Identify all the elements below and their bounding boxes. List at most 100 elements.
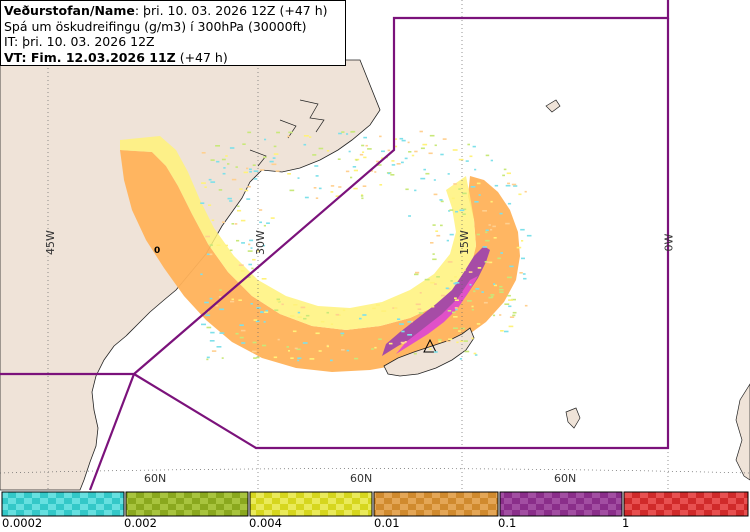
speckle [455,210,459,213]
speckle [342,309,346,312]
info-line-2: Spá um öskudreifingu (g/m3) í 300hPa (30… [4,18,307,34]
speckle [497,257,501,260]
speckle [371,348,374,350]
speckle [315,175,319,177]
speckle [490,200,493,203]
speckle [309,358,315,360]
speckle [253,319,258,321]
speckle [209,253,213,256]
speckle [512,311,517,314]
speckle [206,253,212,256]
speckle [303,317,307,320]
speckle [512,314,516,317]
speckle [273,356,278,359]
speckle [433,179,436,181]
speckle [305,314,310,317]
speckle [259,221,262,224]
speckle [244,189,249,192]
speckle [474,354,478,356]
speckle [464,350,470,353]
speckle [415,303,421,306]
fir-boundaries [0,0,670,491]
speckle [446,340,451,343]
speckle [335,313,340,316]
speckle [350,176,353,179]
speckle [361,197,364,200]
speckle [234,223,238,225]
speckle [288,131,293,134]
speckle [507,276,512,279]
speckle [378,338,382,340]
speckle [277,338,280,341]
speckle [481,291,484,293]
speckle [447,310,452,312]
island-faroe [565,407,581,429]
speckle [458,188,461,190]
speckle [508,305,512,308]
speckle [459,209,465,212]
speckle [430,305,435,308]
speckle [338,132,342,135]
speckle [273,145,277,148]
speckle [432,253,435,255]
speckle [449,209,454,211]
speckle [229,147,235,149]
speckle [256,307,261,309]
speckle [420,147,425,150]
grid-label-30w: 30W [253,230,267,255]
speckle [455,308,458,311]
speckle [506,172,511,175]
speckle [509,265,514,268]
speckle [462,192,467,195]
speckle [247,276,251,278]
legend-bin-2 [249,491,373,517]
speckle [257,294,259,297]
speckle [221,158,226,161]
grid-label-60n-c: 60N [554,472,577,485]
speckle [448,210,451,212]
speckle [434,283,437,285]
speckle [341,334,344,337]
speckle [246,198,251,200]
speckle [300,306,306,309]
speckle [345,170,350,173]
speckle [478,194,481,196]
speckle [318,147,324,150]
speckle [522,273,526,275]
speckle [508,325,514,328]
speckle [485,239,490,242]
speckle [488,261,493,264]
speckle [248,243,251,246]
legend-bin-1 [125,491,249,517]
speckle [227,163,230,165]
speckle [201,323,206,326]
speckle [447,261,453,263]
speckle [252,350,257,353]
speckle [256,250,259,252]
speckle [499,314,502,316]
speckle [440,200,444,203]
speckle [250,247,253,249]
speckle [208,178,212,181]
speckle [335,195,340,197]
speckle [520,228,525,231]
speckle [436,276,440,278]
speckle [296,348,301,351]
speckle [471,337,474,340]
speckle [446,239,449,242]
speckle [472,145,476,148]
speckle [499,285,503,288]
speckle [352,166,357,168]
speckle [430,281,435,284]
speckle [362,185,367,187]
speckle [450,280,453,282]
speckle [290,315,295,317]
speckle [452,149,458,151]
speckle [372,307,376,310]
speckle [255,320,260,323]
speckle [200,202,205,204]
speckle [458,330,461,332]
speckle [516,246,522,249]
